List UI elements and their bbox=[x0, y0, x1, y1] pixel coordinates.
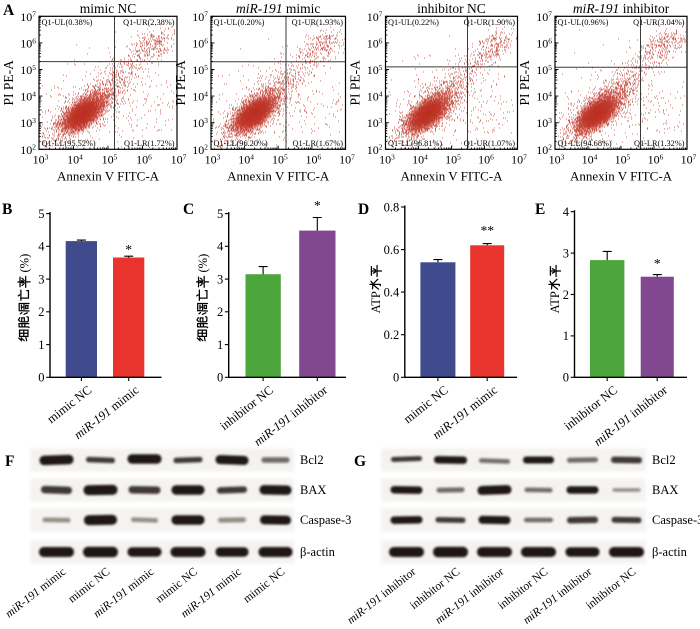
svg-text:3: 3 bbox=[563, 246, 569, 260]
svg-text:105: 105 bbox=[615, 152, 631, 166]
svg-text:Q1-UR(1.07%): Q1-UR(1.07%) bbox=[464, 139, 516, 148]
svg-text:PI PE-A: PI PE-A bbox=[517, 60, 532, 106]
svg-text:Caspase-3: Caspase-3 bbox=[300, 513, 351, 527]
svg-text:BAX: BAX bbox=[652, 483, 678, 497]
svg-text:D: D bbox=[358, 201, 369, 218]
svg-text:0: 0 bbox=[393, 371, 399, 385]
svg-text:1: 1 bbox=[38, 338, 44, 352]
svg-text:Q1-LR(1.67%): Q1-LR(1.67%) bbox=[293, 139, 344, 148]
svg-text:PI PE-A: PI PE-A bbox=[173, 60, 188, 106]
svg-text:PI PE-A: PI PE-A bbox=[348, 60, 363, 106]
svg-text:**: ** bbox=[480, 223, 494, 238]
svg-text:B: B bbox=[2, 201, 12, 218]
svg-text:Caspase-3: Caspase-3 bbox=[652, 513, 700, 527]
svg-text:(%): (%) bbox=[196, 254, 210, 273]
svg-text:β-actin: β-actin bbox=[300, 545, 336, 559]
svg-text:F: F bbox=[5, 453, 14, 470]
svg-text:4: 4 bbox=[38, 240, 45, 254]
svg-text:106: 106 bbox=[648, 152, 664, 166]
svg-text:104: 104 bbox=[67, 152, 83, 166]
svg-text:0: 0 bbox=[563, 371, 569, 385]
svg-text:1: 1 bbox=[217, 338, 223, 352]
svg-text:Q1-LR(1.72%): Q1-LR(1.72%) bbox=[124, 139, 175, 148]
svg-text:Q1-UR(2.38%): Q1-UR(2.38%) bbox=[123, 18, 175, 27]
svg-text:107: 107 bbox=[171, 152, 187, 166]
svg-text:PI PE-A: PI PE-A bbox=[1, 60, 16, 106]
svg-text:Bcl2: Bcl2 bbox=[300, 453, 324, 467]
svg-text:Q1-LL(96.81%): Q1-LL(96.81%) bbox=[388, 139, 442, 148]
svg-text:*: * bbox=[314, 198, 321, 213]
svg-text:3: 3 bbox=[217, 272, 223, 286]
svg-text:106: 106 bbox=[136, 152, 152, 166]
svg-text:β-actin: β-actin bbox=[652, 545, 688, 559]
svg-text:miR-191 mimic: miR-191 mimic bbox=[236, 1, 320, 16]
svg-text:*: * bbox=[654, 256, 661, 271]
svg-text:2: 2 bbox=[38, 305, 44, 319]
svg-text:103: 103 bbox=[549, 152, 565, 166]
svg-text:C: C bbox=[183, 201, 194, 218]
svg-text:2: 2 bbox=[563, 288, 569, 302]
svg-text:A: A bbox=[3, 2, 15, 19]
svg-text:1: 1 bbox=[563, 329, 569, 343]
svg-text:BAX: BAX bbox=[300, 483, 326, 497]
svg-text:Q1-LR(1.32%): Q1-LR(1.32%) bbox=[634, 139, 685, 148]
svg-text:Annexin V FITC-A: Annexin V FITC-A bbox=[570, 169, 673, 184]
svg-text:103: 103 bbox=[379, 152, 395, 166]
svg-text:Q1-UR(3.04%): Q1-UR(3.04%) bbox=[633, 18, 685, 27]
svg-text:105: 105 bbox=[102, 152, 118, 166]
svg-text:4: 4 bbox=[563, 205, 570, 219]
svg-text:(%): (%) bbox=[18, 254, 32, 273]
svg-text:0.8: 0.8 bbox=[384, 200, 400, 214]
svg-text:104: 104 bbox=[412, 152, 428, 166]
svg-text:Q1-UR(1.93%): Q1-UR(1.93%) bbox=[292, 18, 344, 27]
svg-text:0.6: 0.6 bbox=[384, 243, 400, 257]
svg-text:ATP: ATP bbox=[548, 291, 562, 313]
svg-text:mimic NC: mimic NC bbox=[80, 1, 137, 16]
svg-text:Q1-LL(96.20%): Q1-LL(96.20%) bbox=[214, 139, 268, 148]
svg-text:0: 0 bbox=[38, 371, 44, 385]
svg-text:5: 5 bbox=[217, 207, 223, 221]
svg-text:E: E bbox=[535, 201, 545, 218]
svg-text:106: 106 bbox=[478, 152, 494, 166]
svg-text:0.2: 0.2 bbox=[384, 328, 400, 342]
svg-text:Annexin V FITC-A: Annexin V FITC-A bbox=[57, 169, 160, 184]
svg-text:5: 5 bbox=[38, 207, 44, 221]
svg-text:105: 105 bbox=[272, 152, 288, 166]
svg-text:ATP: ATP bbox=[369, 291, 383, 313]
svg-text:miR-191 inhibitor: miR-191 inhibitor bbox=[573, 1, 670, 16]
svg-text:Bcl2: Bcl2 bbox=[652, 453, 676, 467]
svg-text:0.4: 0.4 bbox=[384, 285, 400, 299]
svg-text:Q1-LL(95.52%): Q1-LL(95.52%) bbox=[42, 139, 96, 148]
svg-text:*: * bbox=[125, 242, 132, 257]
svg-text:Q1-UL(0.22%): Q1-UL(0.22%) bbox=[388, 18, 439, 27]
svg-text:104: 104 bbox=[582, 152, 598, 166]
svg-text:107: 107 bbox=[511, 152, 527, 166]
svg-text:Q1-UL(0.38%): Q1-UL(0.38%) bbox=[42, 18, 93, 27]
svg-text:Annexin V FITC-A: Annexin V FITC-A bbox=[400, 169, 503, 184]
svg-text:103: 103 bbox=[33, 152, 49, 166]
svg-text:Q1-UL(0.96%): Q1-UL(0.96%) bbox=[558, 18, 609, 27]
svg-text:Annexin V FITC-A: Annexin V FITC-A bbox=[227, 169, 330, 184]
svg-text:Q1-UL(0.20%): Q1-UL(0.20%) bbox=[214, 18, 265, 27]
svg-text:Q1-UR(1.90%): Q1-UR(1.90%) bbox=[464, 18, 516, 27]
svg-text:103: 103 bbox=[205, 152, 221, 166]
svg-text:inhibitor NC: inhibitor NC bbox=[417, 1, 486, 16]
svg-text:106: 106 bbox=[306, 152, 322, 166]
svg-text:0: 0 bbox=[217, 371, 223, 385]
svg-text:Q1-LL(94.68%): Q1-LL(94.68%) bbox=[558, 139, 612, 148]
svg-text:3: 3 bbox=[38, 272, 44, 286]
svg-text:105: 105 bbox=[445, 152, 461, 166]
svg-text:G: G bbox=[354, 453, 366, 470]
svg-text:4: 4 bbox=[217, 240, 224, 254]
svg-text:107: 107 bbox=[339, 152, 355, 166]
svg-text:107: 107 bbox=[681, 152, 697, 166]
svg-text:104: 104 bbox=[238, 152, 254, 166]
svg-text:2: 2 bbox=[217, 305, 223, 319]
